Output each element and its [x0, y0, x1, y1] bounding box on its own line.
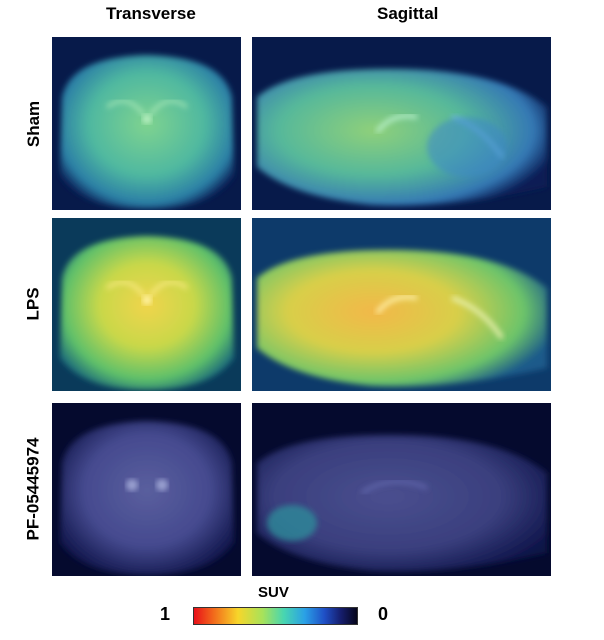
suv-colorbar: [193, 607, 358, 625]
colorbar-left-label: 1: [160, 604, 171, 624]
lps-transverse-image: [52, 218, 241, 391]
sham-transverse-image: [52, 37, 241, 210]
row-label-sham: Sham: [24, 100, 44, 148]
colorbar-right-label: 0: [378, 604, 389, 624]
pf-transverse-image: [52, 403, 241, 576]
row-label-lps: LPS: [24, 287, 43, 321]
pf-sagittal-image: [252, 403, 551, 576]
row-label-pf: PF-05445974: [24, 437, 43, 541]
column-header-sagittal: Sagittal: [377, 4, 439, 23]
colorbar-title: SUV: [258, 584, 289, 601]
sham-sagittal-image: [252, 37, 551, 210]
lps-sagittal-image: [252, 218, 551, 391]
column-header-transverse: Transverse: [106, 4, 196, 23]
